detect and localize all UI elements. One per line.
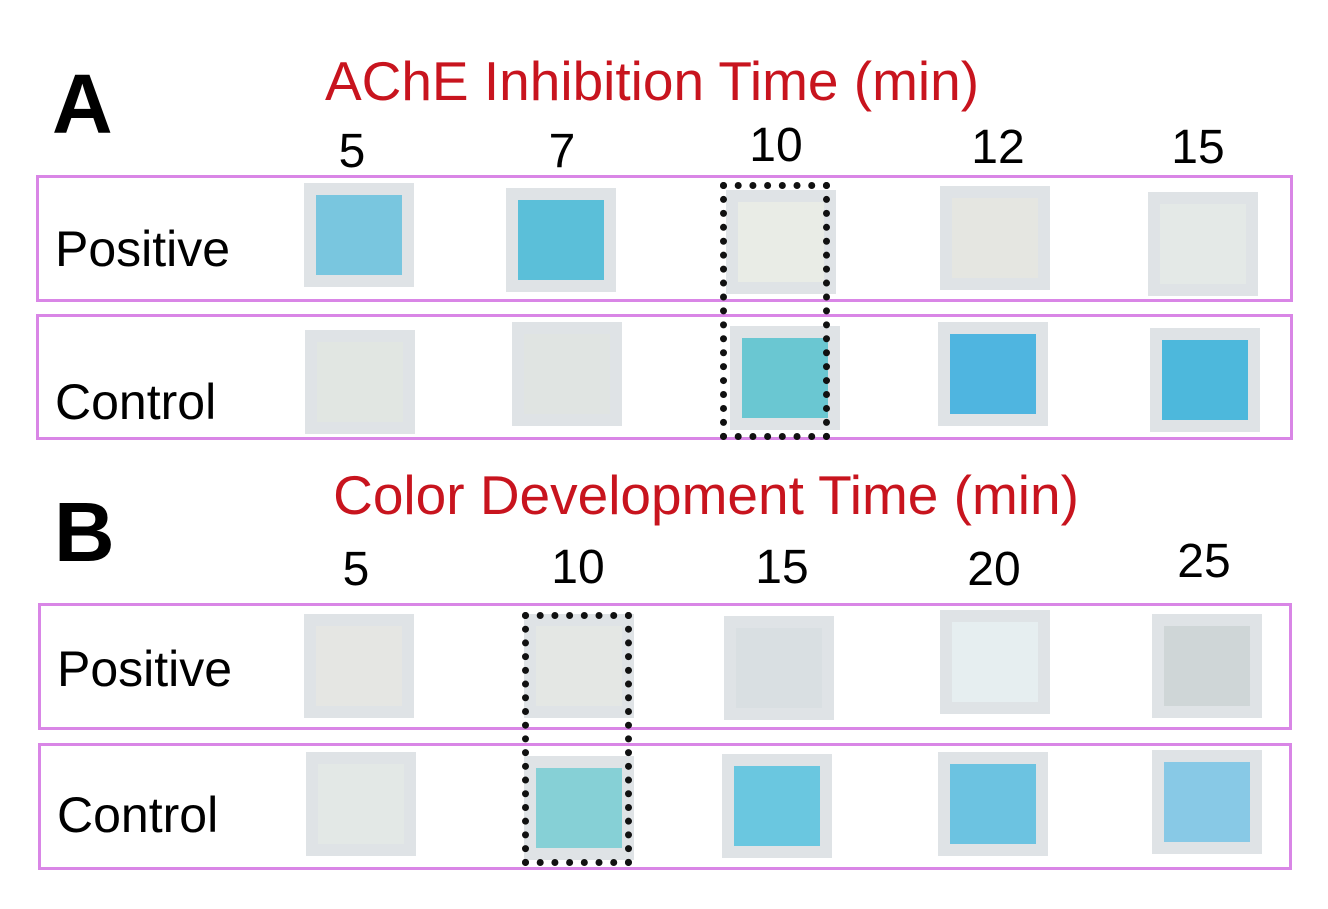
- strip-color: [950, 764, 1036, 844]
- test-strip: [1148, 192, 1258, 296]
- panel-a-row-control: Control: [36, 314, 1293, 440]
- test-strip: [305, 330, 415, 434]
- panel-b-letter: B: [54, 485, 115, 579]
- panel-b-column-label: 15: [755, 541, 809, 594]
- strip-color: [1164, 762, 1250, 842]
- test-strip: [1152, 614, 1262, 718]
- test-strip: [306, 752, 416, 856]
- panel-b-row-positive: Positive: [38, 603, 1292, 730]
- strip-color: [952, 622, 1038, 702]
- row-label: Control: [55, 374, 217, 430]
- strip-color: [742, 338, 828, 418]
- row-label: Control: [57, 787, 219, 843]
- test-strip: [938, 322, 1048, 426]
- test-strip: [304, 614, 414, 718]
- strip-color: [736, 628, 822, 708]
- panel-b-column-label: 5: [342, 543, 370, 596]
- test-strip: [726, 190, 836, 294]
- row-label: Positive: [57, 641, 233, 697]
- strip-color: [518, 200, 604, 280]
- panel-a-highlight-box: [720, 182, 830, 440]
- strip-color: [536, 768, 622, 848]
- panel-b-column-label: 20: [967, 543, 1021, 596]
- strip-color: [524, 334, 610, 414]
- strip-color: [316, 626, 402, 706]
- panel-a-column-label: 5: [338, 125, 366, 178]
- test-strip: [506, 188, 616, 292]
- strip-color: [316, 195, 402, 275]
- strip-color: [536, 626, 622, 706]
- panel-a-column-label: 15: [1171, 121, 1225, 174]
- test-strip: [1150, 328, 1260, 432]
- strip-color: [1162, 340, 1248, 420]
- strip-color: [318, 764, 404, 844]
- test-strip: [940, 186, 1050, 290]
- test-strip: [730, 326, 840, 430]
- row-label: Positive: [55, 221, 231, 277]
- test-strip: [1152, 750, 1262, 854]
- test-strip: [524, 614, 634, 718]
- test-strip: [304, 183, 414, 287]
- panel-a-column-label: 7: [548, 125, 576, 178]
- strip-color: [1164, 626, 1250, 706]
- panel-b-row-control: Control: [38, 743, 1292, 870]
- strip-color: [738, 202, 824, 282]
- strip-color: [1160, 204, 1246, 284]
- strip-color: [317, 342, 403, 422]
- panel-b-highlight-box: [522, 612, 632, 866]
- panel-a-title: AChE Inhibition Time (min): [324, 50, 980, 112]
- test-strip: [512, 322, 622, 426]
- panel-b-title: Color Development Time (min): [333, 464, 1079, 526]
- test-strip: [722, 754, 832, 858]
- panel-a-row-positive: Positive: [36, 175, 1293, 302]
- test-strip: [940, 610, 1050, 714]
- test-strip: [724, 616, 834, 720]
- strip-color: [952, 198, 1038, 278]
- panel-b-column-label: 25: [1177, 535, 1231, 588]
- strip-color: [950, 334, 1036, 414]
- strip-color: [734, 766, 820, 846]
- panel-a-letter: A: [52, 57, 113, 151]
- test-strip: [938, 752, 1048, 856]
- panel-a-column-label: 12: [971, 121, 1025, 174]
- test-strip: [524, 756, 634, 860]
- panel-a-column-label: 10: [749, 119, 803, 172]
- panel-b-column-label: 10: [551, 541, 605, 594]
